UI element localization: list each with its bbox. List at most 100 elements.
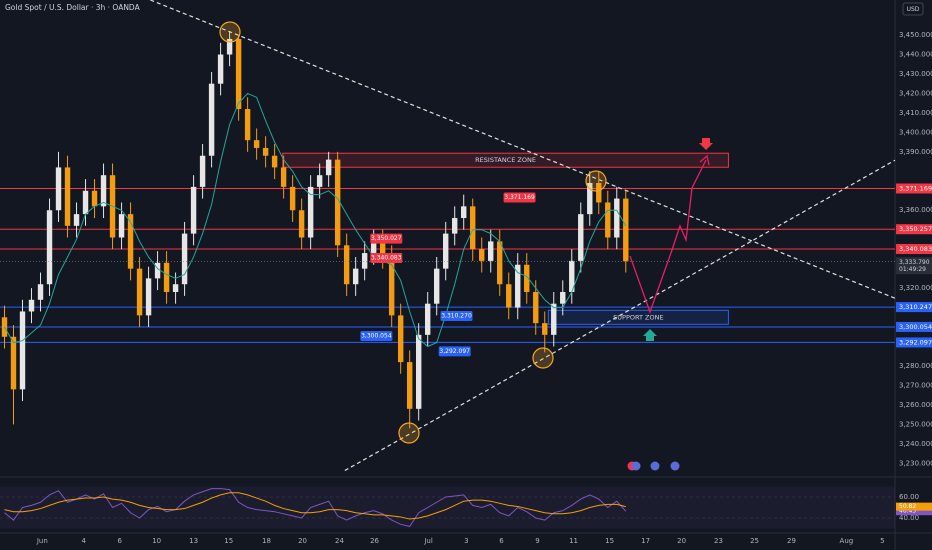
candle-body [154, 262, 161, 279]
price-tag [503, 192, 536, 203]
candle-body [190, 186, 197, 234]
candle-body [298, 210, 305, 238]
currency: USD [907, 6, 920, 13]
highlight-circle [532, 347, 554, 369]
x-tick-label: 23 [714, 537, 723, 545]
zone-label: RESISTANCE ZONE [475, 156, 536, 164]
x-tick-label: 10 [152, 537, 161, 545]
price-tag-label: 3,310.270 [441, 313, 472, 320]
level-tag-label: 3,340.083 [899, 245, 932, 253]
candle-body [280, 167, 287, 187]
x-tick-label: 15 [224, 537, 233, 545]
candle-body [55, 167, 62, 211]
level-tag [896, 244, 932, 255]
level-tag [896, 337, 932, 348]
level-tag [896, 224, 932, 235]
candle-body [415, 334, 422, 409]
x-tick-label: 17 [641, 537, 650, 545]
event-icon[interactable] [631, 461, 641, 471]
rsi-band [0, 486, 895, 529]
level-tag-label: 3,310.247 [899, 303, 932, 311]
candle-body [82, 190, 89, 215]
price-tag-label: 3,371.169 [504, 194, 535, 201]
zone [282, 152, 729, 168]
candle-body [533, 292, 539, 324]
candle-body [488, 241, 494, 261]
candle-body [289, 186, 296, 211]
event-icon[interactable] [670, 461, 680, 471]
projection-path [629, 159, 707, 314]
candle-body [569, 260, 575, 293]
rsi-line [4, 492, 626, 520]
x-tick-label: 13 [189, 537, 198, 545]
x-tick-label: 29 [787, 537, 796, 545]
price-tag [438, 346, 471, 357]
candle-body [262, 147, 269, 156]
level-tag [896, 321, 932, 332]
candle-body [91, 190, 98, 207]
candle-body [370, 241, 377, 254]
y-tick-label: 3,440.000 [899, 51, 932, 59]
candle-body [244, 109, 251, 141]
candle-body [181, 233, 188, 285]
y-tick-label: 3,260.000 [899, 401, 932, 409]
rsi-tag [896, 507, 932, 516]
rsi-tag [896, 502, 932, 511]
candle-body [19, 311, 26, 390]
level-tag-label: 3,371.169 [899, 185, 932, 193]
candle-body [163, 262, 170, 293]
rsi-line [4, 488, 627, 527]
candle-body [578, 214, 584, 261]
price-tag-label: 3,292.097 [439, 348, 470, 355]
y-tick-label: 3,420.000 [899, 89, 932, 97]
y-tick-label: 40.00 [899, 514, 919, 522]
level-tag [896, 183, 932, 194]
y-tick-label: 3,230.000 [899, 459, 932, 467]
x-tick-label: 9 [535, 537, 539, 545]
candle-body [587, 182, 593, 215]
candle-body [73, 214, 80, 226]
candle-body [235, 38, 242, 110]
event-icon[interactable] [650, 461, 660, 471]
price-tag [440, 311, 473, 322]
candle-body [64, 167, 71, 226]
y-tick-label: 3,450.000 [899, 31, 932, 39]
highlight-circle [585, 170, 607, 192]
candle-body [442, 233, 449, 269]
candle-body [28, 299, 35, 312]
y-tick-label: 3,400.000 [899, 128, 932, 136]
candle-body [127, 214, 134, 269]
candle-body [37, 284, 44, 300]
candle-body [524, 264, 530, 293]
trendline [150, 0, 896, 299]
candle-body [217, 54, 224, 84]
currency-box[interactable] [902, 2, 924, 16]
candle-body [271, 155, 278, 168]
candle-body [208, 83, 215, 156]
x-tick-label: 6 [499, 537, 504, 545]
y-tick-label: 3,390.000 [899, 148, 932, 156]
candle-body [461, 206, 467, 219]
candle-body [479, 249, 485, 261]
price-tag [360, 330, 393, 341]
candle-body [551, 303, 557, 335]
x-tick-label: 20 [298, 537, 307, 545]
candle-body [379, 241, 386, 257]
x-tick-label: 20 [677, 537, 686, 545]
candle-body [470, 206, 476, 250]
x-tick-label: 26 [370, 537, 379, 545]
level-tag-label: 3,300.054 [899, 323, 932, 331]
candle-body [406, 362, 413, 409]
highlight-circle [398, 422, 420, 444]
x-tick-label: 24 [335, 537, 344, 545]
candle-body [614, 198, 620, 238]
candle-body [334, 159, 341, 246]
candle-body [388, 256, 395, 316]
candle-body [136, 268, 143, 316]
countdown: 01:49:29 [899, 266, 926, 273]
last-price-label: 3,333.790 [899, 259, 930, 266]
level-tag [896, 302, 932, 313]
